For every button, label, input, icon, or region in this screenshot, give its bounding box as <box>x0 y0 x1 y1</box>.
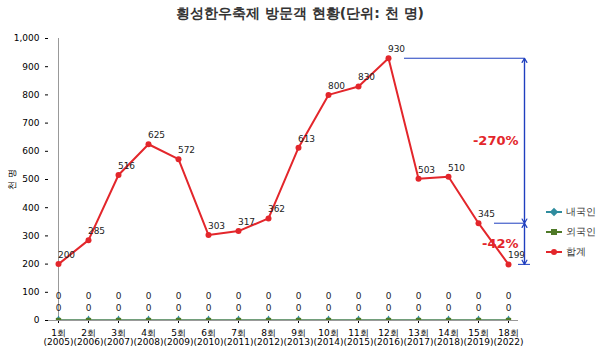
svg-text:613: 613 <box>298 134 315 144</box>
html-text:외국인: 외국인 <box>566 226 596 237</box>
svg-text:400: 400 <box>22 203 39 213</box>
svg-text:300: 300 <box>22 231 39 241</box>
svg-text:510: 510 <box>448 163 465 173</box>
svg-text:0: 0 <box>236 303 242 313</box>
svg-text:0: 0 <box>56 291 62 301</box>
svg-text:3회(2007): 3회(2007) <box>104 328 134 347</box>
svg-text:2회(2006): 2회(2006) <box>74 328 104 347</box>
svg-text:0: 0 <box>446 303 452 313</box>
svg-text:천 명: 천 명 <box>7 169 17 190</box>
svg-text:11회(2015): 11회(2015) <box>344 328 374 347</box>
svg-text:500: 500 <box>22 174 39 184</box>
svg-text:0: 0 <box>56 303 62 313</box>
svg-text:15회(2019): 15회(2019) <box>464 328 494 347</box>
svg-text:7회(2011): 7회(2011) <box>224 328 254 347</box>
svg-text:930: 930 <box>388 44 405 54</box>
svg-text:900: 900 <box>22 62 39 72</box>
svg-text:285: 285 <box>88 226 105 236</box>
svg-text:345: 345 <box>478 209 495 219</box>
svg-text:0: 0 <box>326 303 332 313</box>
svg-text:600: 600 <box>22 146 39 156</box>
svg-text:0: 0 <box>506 291 512 301</box>
svg-text:5회(2009): 5회(2009) <box>164 328 194 347</box>
svg-text:12회(2016): 12회(2016) <box>374 328 404 347</box>
svg-text:0: 0 <box>176 291 182 301</box>
svg-text:10회(2014): 10회(2014) <box>314 328 344 347</box>
svg-text:1회(2005): 1회(2005) <box>44 328 74 347</box>
svg-text:8회(2012): 8회(2012) <box>254 328 284 347</box>
svg-text:0: 0 <box>146 291 152 301</box>
html-text:횡성한우축제 방문객 현황(단위: 천 명): 횡성한우축제 방문객 현황(단위: 천 명) <box>176 5 424 21</box>
svg-text:0: 0 <box>146 303 152 313</box>
svg-text:0: 0 <box>116 291 122 301</box>
svg-text:200: 200 <box>22 259 39 269</box>
svg-text:0: 0 <box>296 303 302 313</box>
svg-text:0: 0 <box>476 303 482 313</box>
svg-text:0: 0 <box>176 303 182 313</box>
svg-text:0: 0 <box>326 291 332 301</box>
svg-text:0: 0 <box>86 303 92 313</box>
svg-text:516: 516 <box>118 161 135 171</box>
svg-text:572: 572 <box>178 145 195 155</box>
svg-text:503: 503 <box>418 165 435 175</box>
svg-text:0: 0 <box>356 303 362 313</box>
svg-text:1,000: 1,000 <box>14 33 40 43</box>
svg-text:0: 0 <box>476 291 482 301</box>
svg-text:0: 0 <box>206 291 212 301</box>
svg-text:0: 0 <box>296 291 302 301</box>
svg-text:0: 0 <box>416 303 422 313</box>
svg-text:0: 0 <box>416 291 422 301</box>
svg-text:18회(2022): 18회(2022) <box>494 328 524 347</box>
svg-text:-270%: -270% <box>473 133 519 148</box>
svg-text:0: 0 <box>446 291 452 301</box>
svg-text:0: 0 <box>236 291 242 301</box>
svg-text:317: 317 <box>238 217 255 227</box>
svg-text:-42%: -42% <box>482 236 519 251</box>
svg-text:625: 625 <box>148 130 165 140</box>
svg-text:14회(2018): 14회(2018) <box>434 328 464 347</box>
svg-text:13회(2017): 13회(2017) <box>404 328 434 347</box>
svg-text:830: 830 <box>358 72 375 82</box>
svg-text:0: 0 <box>386 291 392 301</box>
svg-text:100: 100 <box>22 287 39 297</box>
svg-text:800: 800 <box>22 90 39 100</box>
svg-text:0: 0 <box>356 291 362 301</box>
svg-text:0: 0 <box>266 303 272 313</box>
svg-text:6회(2010): 6회(2010) <box>194 328 224 347</box>
svg-text:800: 800 <box>328 81 345 91</box>
html-text:합계: 합계 <box>566 246 586 257</box>
html-text:내국인: 내국인 <box>566 206 596 217</box>
svg-text:303: 303 <box>208 221 225 231</box>
svg-text:0: 0 <box>116 303 122 313</box>
svg-text:199: 199 <box>508 250 525 260</box>
svg-text:0: 0 <box>386 303 392 313</box>
svg-text:0: 0 <box>34 315 40 325</box>
svg-text:362: 362 <box>268 204 285 214</box>
svg-text:0: 0 <box>206 303 212 313</box>
svg-text:4회(2008): 4회(2008) <box>134 328 164 347</box>
svg-text:0: 0 <box>506 303 512 313</box>
svg-text:9회(2013): 9회(2013) <box>284 328 314 347</box>
svg-text:0: 0 <box>86 291 92 301</box>
svg-text:700: 700 <box>22 118 39 128</box>
svg-text:200: 200 <box>58 250 75 260</box>
svg-text:0: 0 <box>266 291 272 301</box>
